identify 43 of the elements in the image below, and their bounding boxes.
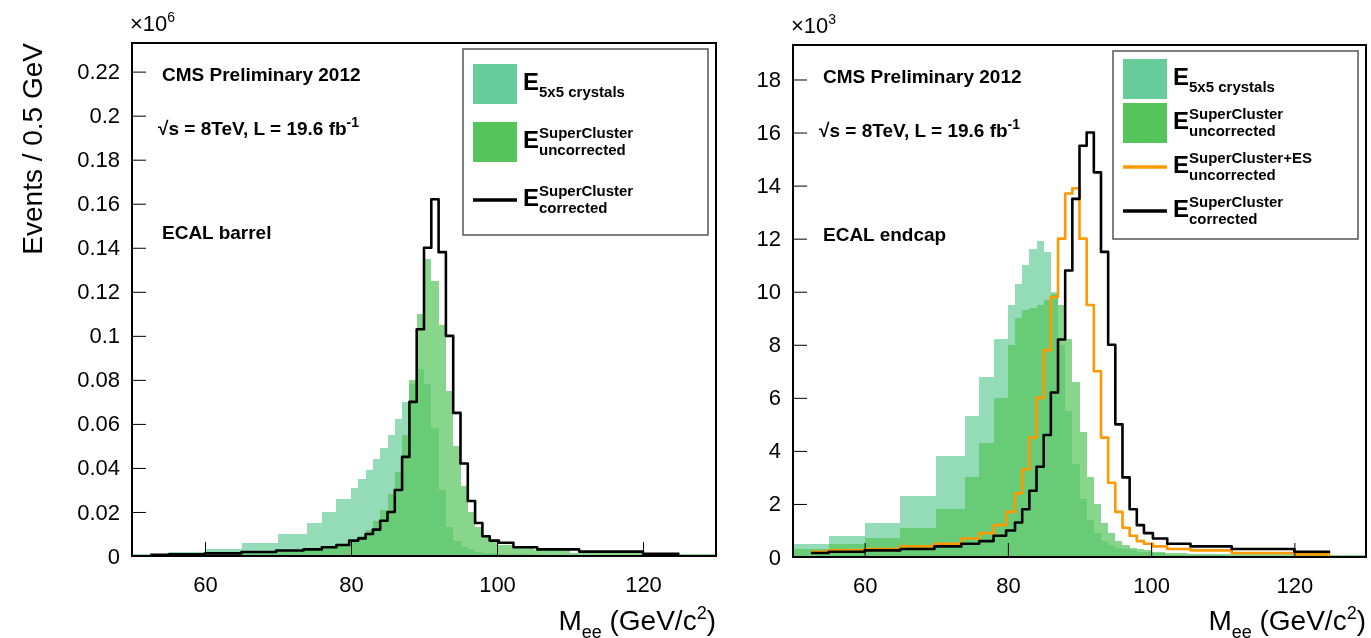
y-tick-label: 10 (756, 279, 781, 305)
y-tick-label: 0.16 (77, 191, 120, 217)
x-tick-label: 100 (479, 571, 516, 597)
annotation: √s = 8TeV, L = 19.6 fb$^{-1}$ (158, 114, 360, 139)
y-tick-label: 0 (768, 544, 781, 570)
text: ×10$^{6}$ (130, 9, 176, 36)
y-tick-label: 6 (768, 385, 781, 411)
y-tick-label: 16 (756, 120, 781, 146)
x-tick-label: 80 (339, 571, 364, 597)
y-tick-label: 8 (768, 332, 781, 358)
annotation: ECAL endcap (823, 224, 947, 245)
text: ×10$^{3}$ (791, 11, 837, 38)
legend-label: E$_{5x5 crystals}$ (523, 68, 625, 101)
y-tick-label: 0 (107, 543, 120, 569)
annotation: √s = 8TeV, L = 19.6 fb$^{-1}$ (819, 116, 1021, 141)
y-tick-label: 4 (768, 438, 781, 464)
x-axis-title: M$_{ee}$ (GeV/c$^{2}$) (558, 602, 716, 638)
x-axis-title: M$_{ee}$ (GeV/c$^{2}$) (1208, 602, 1366, 638)
y-tick-label: 0.22 (77, 59, 120, 85)
y-tick-label: 12 (756, 226, 781, 252)
y-tick-label: 0.14 (77, 235, 120, 261)
x-tick-label: 60 (852, 572, 878, 598)
x-tick-label: 100 (1133, 572, 1170, 598)
y-tick-label: 0.06 (77, 411, 120, 437)
x-tick-label: 120 (1276, 572, 1314, 598)
y-tick-label: 14 (756, 173, 781, 199)
y-tick-label: 18 (756, 67, 781, 93)
x-tick-label: 120 (625, 571, 662, 597)
annotation: CMS Preliminary 2012 (823, 66, 1022, 87)
x-tick-label: 80 (996, 572, 1021, 598)
y-tick-label: 0.2 (89, 103, 120, 129)
y-tick-label: 0.1 (89, 323, 120, 349)
x-tick-label: 60 (193, 571, 218, 597)
y-tick-label: 0.04 (77, 455, 120, 481)
legend-label: E$_{5x5 crystals}$ (1173, 63, 1275, 96)
annotation: ECAL barrel (162, 222, 272, 243)
y-axis-title: Events / 0.5 GeV (17, 42, 48, 255)
annotation: CMS Preliminary 2012 (162, 64, 361, 85)
y-tick-label: 0.02 (77, 499, 120, 525)
y-tick-label: 0.18 (77, 147, 120, 173)
y-tick-label: 0.12 (77, 279, 120, 305)
y-tick-label: 2 (768, 491, 781, 517)
y-tick-label: 0.08 (77, 367, 120, 393)
